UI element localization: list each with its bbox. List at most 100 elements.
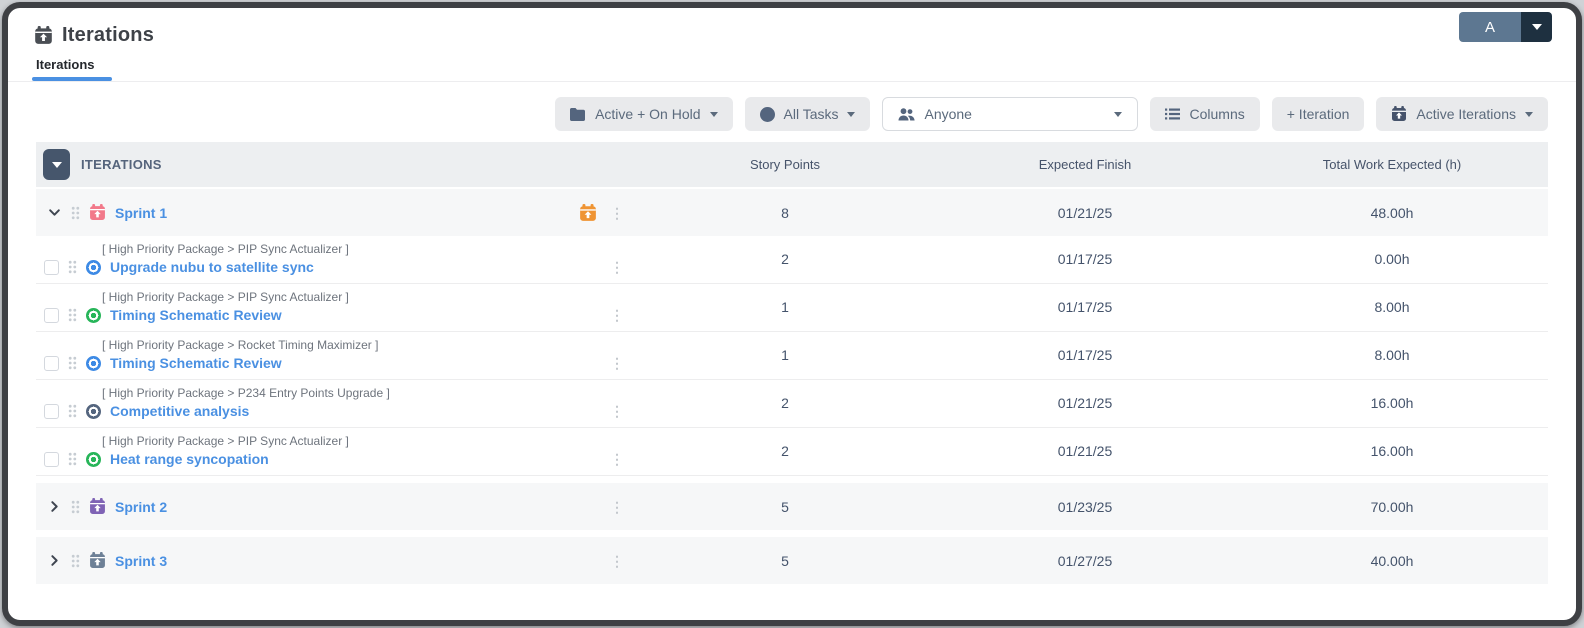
columns-icon bbox=[1165, 108, 1181, 120]
task-status-icon[interactable] bbox=[86, 355, 101, 371]
task-breadcrumb: [ High Priority Package > PIP Sync Actua… bbox=[102, 290, 349, 304]
row-menu-icon[interactable]: ⋮ bbox=[610, 204, 624, 221]
task-checkbox[interactable] bbox=[44, 307, 59, 323]
task-link[interactable]: Competitive analysis bbox=[110, 403, 250, 419]
calendar-up-icon bbox=[1391, 106, 1407, 122]
row-menu-icon[interactable]: ⋮ bbox=[610, 259, 624, 275]
task-link[interactable]: Upgrade nubu to satellite sync bbox=[110, 259, 314, 275]
row-menu-icon[interactable]: ⋮ bbox=[610, 403, 624, 419]
column-header-story-points[interactable]: Story Points bbox=[749, 157, 821, 172]
total-work-cell[interactable]: 40.00h bbox=[1370, 552, 1414, 569]
expected-finish-cell[interactable]: 01/21/25 bbox=[1057, 204, 1113, 221]
expected-finish-cell[interactable]: 01/17/25 bbox=[1057, 250, 1113, 267]
story-points-cell[interactable]: 5 bbox=[781, 498, 789, 515]
expand-chevron-icon[interactable] bbox=[46, 500, 62, 513]
expected-finish-cell[interactable]: 01/21/25 bbox=[1057, 394, 1113, 411]
view-toggle-button[interactable]: A bbox=[1459, 12, 1552, 42]
tab-bar: Iterations bbox=[32, 55, 1550, 81]
iteration-link[interactable]: Sprint 1 bbox=[115, 204, 168, 221]
task-row: [ High Priority Package > PIP Sync Actua… bbox=[36, 428, 1548, 476]
title-bar: Iterations A Iterations bbox=[8, 8, 1576, 82]
row-menu-icon[interactable]: ⋮ bbox=[610, 355, 624, 371]
expected-finish-cell[interactable]: 01/17/25 bbox=[1057, 298, 1113, 315]
total-work-cell[interactable]: 48.00h bbox=[1370, 204, 1414, 221]
drag-handle-icon[interactable] bbox=[68, 308, 77, 322]
task-filter-button[interactable]: All Tasks bbox=[744, 97, 871, 131]
story-points-cell[interactable]: 1 bbox=[781, 298, 789, 315]
assignee-filter-label: Anyone bbox=[924, 106, 972, 122]
total-work-cell[interactable]: 16.00h bbox=[1370, 442, 1414, 459]
story-points-cell[interactable]: 5 bbox=[781, 552, 789, 569]
iteration-scope-dropdown[interactable]: Active Iterations bbox=[1376, 97, 1548, 131]
folder-icon bbox=[570, 107, 586, 121]
caret-down-icon[interactable] bbox=[1521, 12, 1552, 42]
iteration-icon bbox=[89, 498, 106, 515]
columns-button-label: Columns bbox=[1189, 106, 1245, 122]
iteration-row: Sprint 1 ⋮ 8 01/21/25 48.00h bbox=[36, 189, 1548, 236]
iteration-icon bbox=[89, 204, 106, 221]
task-checkbox[interactable] bbox=[44, 355, 59, 371]
story-points-cell[interactable]: 2 bbox=[781, 394, 789, 411]
current-iteration-icon bbox=[579, 203, 597, 222]
add-iteration-label: + Iteration bbox=[1286, 106, 1350, 122]
total-work-cell[interactable]: 70.00h bbox=[1370, 498, 1414, 515]
iterations-table: ITERATIONS Story Points Expected Finish … bbox=[36, 142, 1548, 584]
expected-finish-cell[interactable]: 01/23/25 bbox=[1057, 498, 1113, 515]
task-breadcrumb: [ High Priority Package > PIP Sync Actua… bbox=[102, 434, 349, 448]
caret-down-icon bbox=[847, 111, 856, 117]
drag-handle-icon[interactable] bbox=[68, 404, 77, 418]
task-link[interactable]: Timing Schematic Review bbox=[110, 307, 282, 323]
drag-handle-icon[interactable] bbox=[68, 452, 77, 466]
task-status-icon[interactable] bbox=[86, 307, 101, 323]
drag-handle-icon[interactable] bbox=[68, 356, 77, 370]
filter-bar: Active + On Hold All Tasks Anyone Column… bbox=[8, 82, 1576, 142]
task-status-icon[interactable] bbox=[86, 403, 101, 419]
iteration-scope-label: Active Iterations bbox=[1416, 106, 1516, 122]
total-work-cell[interactable]: 8.00h bbox=[1374, 346, 1410, 363]
expected-finish-cell[interactable]: 01/21/25 bbox=[1057, 442, 1113, 459]
iteration-icon bbox=[89, 552, 106, 569]
drag-handle-icon[interactable] bbox=[71, 206, 80, 220]
assignee-filter-dropdown[interactable]: Anyone bbox=[882, 97, 1139, 131]
column-header-total-work[interactable]: Total Work Expected (h) bbox=[1322, 157, 1462, 172]
row-menu-icon[interactable]: ⋮ bbox=[610, 498, 624, 515]
category-filter-button[interactable]: Active + On Hold bbox=[555, 97, 733, 131]
task-checkbox[interactable] bbox=[44, 259, 59, 275]
story-points-cell[interactable]: 1 bbox=[781, 346, 789, 363]
total-work-cell[interactable]: 8.00h bbox=[1374, 298, 1410, 315]
view-toggle-label[interactable]: A bbox=[1459, 12, 1521, 42]
drag-handle-icon[interactable] bbox=[68, 260, 77, 274]
iteration-link[interactable]: Sprint 2 bbox=[115, 498, 168, 515]
task-status-icon[interactable] bbox=[86, 259, 101, 275]
columns-button[interactable]: Columns bbox=[1150, 97, 1260, 131]
task-link[interactable]: Timing Schematic Review bbox=[110, 355, 282, 371]
row-menu-icon[interactable]: ⋮ bbox=[610, 307, 624, 323]
collapse-chevron-icon[interactable] bbox=[46, 206, 62, 219]
story-points-cell[interactable]: 8 bbox=[781, 204, 789, 221]
total-work-cell[interactable]: 0.00h bbox=[1374, 250, 1410, 267]
iteration-link[interactable]: Sprint 3 bbox=[115, 552, 168, 569]
page-title: Iterations bbox=[62, 23, 155, 46]
story-points-cell[interactable]: 2 bbox=[781, 250, 789, 267]
expand-chevron-icon[interactable] bbox=[46, 554, 62, 567]
task-row: [ High Priority Package > PIP Sync Actua… bbox=[36, 236, 1548, 284]
iteration-row: Sprint 3 ⋮ 5 01/27/25 40.00h bbox=[36, 537, 1548, 584]
expected-finish-cell[interactable]: 01/17/25 bbox=[1057, 346, 1113, 363]
task-breadcrumb: [ High Priority Package > P234 Entry Poi… bbox=[102, 386, 390, 400]
collapse-all-button[interactable] bbox=[43, 149, 70, 180]
drag-handle-icon[interactable] bbox=[71, 500, 80, 514]
task-status-icon[interactable] bbox=[86, 451, 101, 467]
expected-finish-cell[interactable]: 01/27/25 bbox=[1057, 552, 1113, 569]
task-checkbox[interactable] bbox=[44, 451, 59, 467]
drag-handle-icon[interactable] bbox=[71, 554, 80, 568]
row-menu-icon[interactable]: ⋮ bbox=[610, 552, 624, 569]
column-header-expected-finish[interactable]: Expected Finish bbox=[1038, 157, 1132, 172]
story-points-cell[interactable]: 2 bbox=[781, 442, 789, 459]
task-link[interactable]: Heat range syncopation bbox=[110, 451, 269, 467]
add-iteration-button[interactable]: + Iteration bbox=[1271, 97, 1365, 131]
total-work-cell[interactable]: 16.00h bbox=[1370, 394, 1414, 411]
row-menu-icon[interactable]: ⋮ bbox=[610, 451, 624, 467]
tab-iterations[interactable]: Iterations bbox=[32, 55, 112, 81]
task-checkbox[interactable] bbox=[44, 403, 59, 419]
